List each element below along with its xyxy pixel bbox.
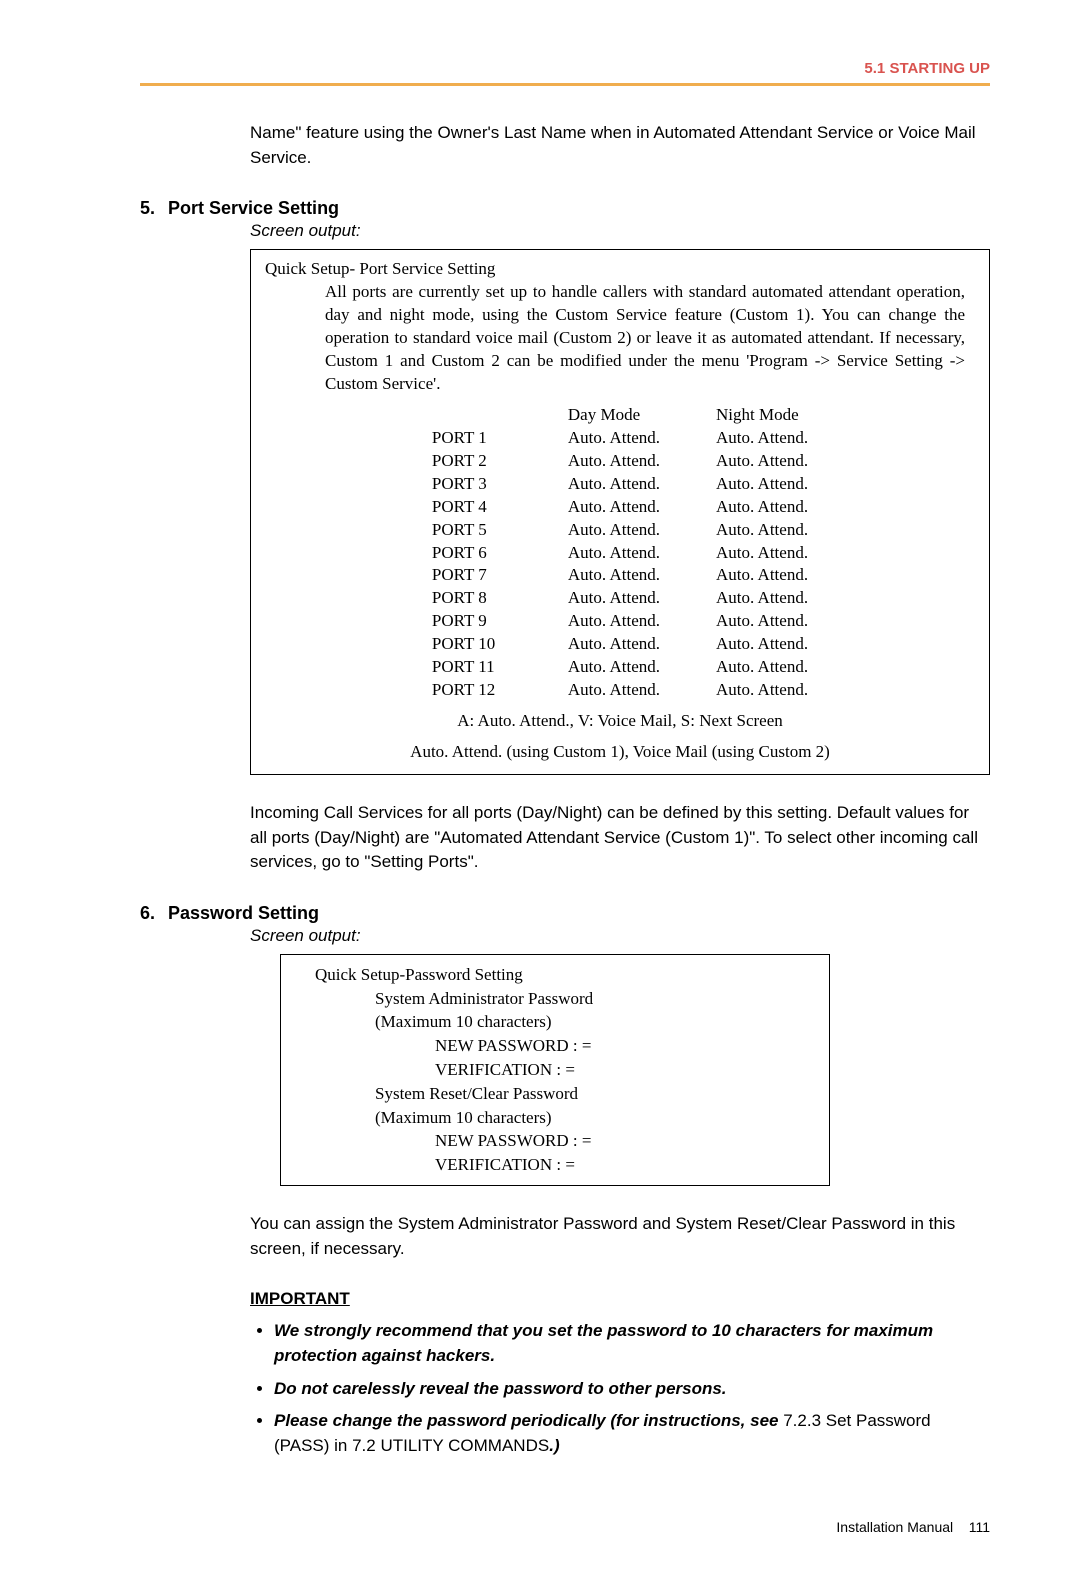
table-row: PORT 7Auto. Attend.Auto. Attend.	[404, 564, 836, 587]
page-footer: Installation Manual 111	[140, 1519, 990, 1535]
col-night: Night Mode	[688, 404, 836, 427]
table-header-row: Day Mode Night Mode	[404, 404, 836, 427]
step6-screen-label: Screen output:	[250, 926, 990, 946]
pw-line: VERIFICATION : =	[435, 1153, 815, 1177]
password-box: Quick Setup-Password Setting System Admi…	[280, 954, 830, 1186]
pw-line: VERIFICATION : =	[435, 1058, 815, 1082]
box-body: All ports are currently set up to handle…	[325, 281, 965, 396]
box-title: Quick Setup- Port Service Setting	[265, 258, 975, 281]
step6-description: You can assign the System Administrator …	[250, 1212, 990, 1261]
pw-line: System Administrator Password	[375, 987, 815, 1011]
step5-heading: 5.Port Service Setting	[140, 198, 990, 219]
table-row: PORT 11Auto. Attend.Auto. Attend.	[404, 656, 836, 679]
footer-label: Installation Manual	[836, 1519, 953, 1535]
section-title: 5.1 STARTING UP	[864, 60, 990, 77]
step5-description: Incoming Call Services for all ports (Da…	[250, 801, 990, 875]
pw-line: (Maximum 10 characters)	[375, 1106, 815, 1130]
important-list: We strongly recommend that you set the p…	[250, 1319, 990, 1458]
pw-line: Quick Setup-Password Setting	[315, 963, 815, 987]
col-day: Day Mode	[540, 404, 688, 427]
pw-line: (Maximum 10 characters)	[375, 1010, 815, 1034]
footer-page: 111	[969, 1519, 990, 1535]
step5-screen-label: Screen output:	[250, 221, 990, 241]
list-item: We strongly recommend that you set the p…	[274, 1319, 990, 1368]
table-row: PORT 12Auto. Attend.Auto. Attend.	[404, 679, 836, 702]
table-row: PORT 5Auto. Attend.Auto. Attend.	[404, 519, 836, 542]
pw-line: NEW PASSWORD : =	[435, 1129, 815, 1153]
table-row: PORT 6Auto. Attend.Auto. Attend.	[404, 542, 836, 565]
step5-number: 5.	[140, 198, 168, 219]
step6-number: 6.	[140, 903, 168, 924]
table-row: PORT 8Auto. Attend.Auto. Attend.	[404, 587, 836, 610]
step6-heading: 6.Password Setting	[140, 903, 990, 924]
table-row: PORT 4Auto. Attend.Auto. Attend.	[404, 496, 836, 519]
box-footer-2: Auto. Attend. (using Custom 1), Voice Ma…	[265, 741, 975, 764]
step5-title: Port Service Setting	[168, 198, 339, 218]
page-header: 5.1 STARTING UP	[140, 60, 990, 86]
table-row: PORT 2Auto. Attend.Auto. Attend.	[404, 450, 836, 473]
step6-title: Password Setting	[168, 903, 319, 923]
intro-paragraph: Name" feature using the Owner's Last Nam…	[250, 121, 990, 170]
table-row: PORT 1Auto. Attend.Auto. Attend.	[404, 427, 836, 450]
table-row: PORT 3Auto. Attend.Auto. Attend.	[404, 473, 836, 496]
pw-line: System Reset/Clear Password	[375, 1082, 815, 1106]
important-label: IMPORTANT	[250, 1289, 990, 1309]
table-row: PORT 9Auto. Attend.Auto. Attend.	[404, 610, 836, 633]
list-item: Do not carelessly reveal the password to…	[274, 1377, 990, 1402]
list-item: Please change the password periodically …	[274, 1409, 990, 1458]
table-row: PORT 10Auto. Attend.Auto. Attend.	[404, 633, 836, 656]
pw-line: NEW PASSWORD : =	[435, 1034, 815, 1058]
port-table: Day Mode Night Mode PORT 1Auto. Attend.A…	[404, 404, 836, 702]
port-service-box: Quick Setup- Port Service Setting All po…	[250, 249, 990, 775]
box-footer-1: A: Auto. Attend., V: Voice Mail, S: Next…	[265, 710, 975, 733]
